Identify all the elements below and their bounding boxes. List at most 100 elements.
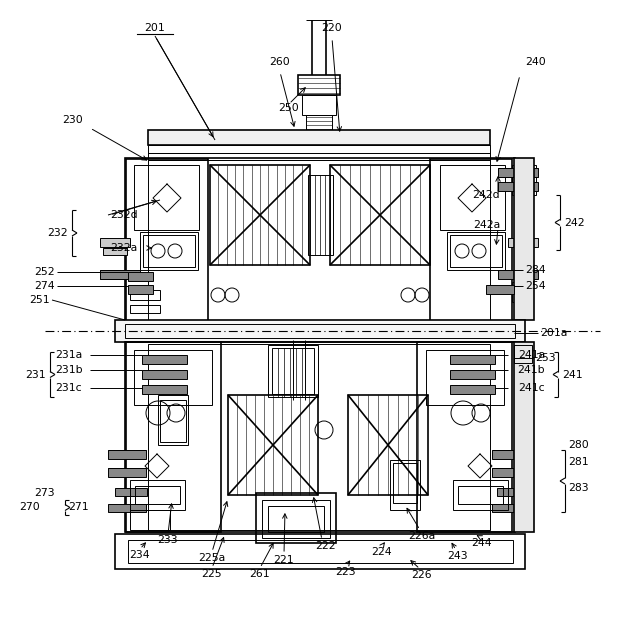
Bar [148, 145, 490, 153]
Bar [453, 480, 508, 510]
Bar [450, 370, 495, 379]
Bar [125, 342, 515, 532]
Bar [498, 270, 538, 279]
Bar [128, 285, 153, 294]
Bar [306, 115, 332, 137]
Bar [450, 385, 495, 394]
Text: 223: 223 [336, 567, 356, 577]
Bar [450, 235, 502, 267]
Text: 222: 222 [315, 541, 335, 551]
Text: 243: 243 [448, 551, 468, 561]
Text: 254: 254 [525, 281, 546, 291]
Text: 240: 240 [525, 57, 547, 67]
Text: 231: 231 [26, 369, 46, 380]
Text: 241a: 241a [518, 350, 545, 360]
Bar [512, 165, 536, 195]
Bar [497, 488, 529, 496]
Bar [128, 272, 153, 281]
Bar [512, 282, 530, 302]
Bar [135, 486, 180, 504]
Bar [430, 159, 512, 321]
Text: 271: 271 [68, 502, 88, 512]
Text: 224: 224 [372, 547, 392, 557]
Text: 244: 244 [472, 538, 492, 548]
Bar [140, 232, 198, 270]
Bar [108, 504, 146, 512]
Text: 253: 253 [535, 353, 556, 363]
Bar [262, 500, 330, 538]
Bar [142, 370, 187, 379]
Bar [160, 400, 186, 442]
Text: 225a: 225a [198, 553, 226, 563]
Bar [125, 324, 515, 338]
Bar [348, 395, 428, 495]
Bar [393, 463, 417, 503]
Bar [103, 248, 127, 255]
Bar [417, 342, 512, 532]
Text: 232: 232 [47, 228, 68, 238]
Bar [492, 468, 530, 477]
Bar [158, 395, 188, 445]
Bar [508, 238, 538, 247]
Bar [126, 159, 208, 321]
Bar [330, 165, 430, 265]
Bar [486, 285, 514, 294]
Text: 260: 260 [269, 57, 291, 67]
Bar [130, 480, 185, 510]
Text: 231b: 231b [55, 365, 83, 375]
Bar [115, 488, 147, 496]
Bar [148, 153, 490, 160]
Bar [126, 342, 221, 532]
Bar [390, 460, 420, 510]
Text: 226a: 226a [408, 531, 436, 541]
Text: 281: 281 [568, 457, 589, 467]
Bar [458, 486, 503, 504]
Text: 232a: 232a [110, 243, 137, 253]
Text: 273: 273 [35, 488, 55, 498]
Text: 221: 221 [274, 555, 294, 565]
Bar [514, 158, 534, 320]
Bar [148, 160, 490, 320]
Text: 251: 251 [29, 295, 50, 305]
Bar [514, 345, 532, 363]
Bar [210, 165, 310, 265]
Text: 241b: 241b [517, 365, 545, 375]
Bar [130, 510, 170, 530]
Bar [450, 355, 495, 364]
Bar [440, 165, 505, 230]
Text: 250: 250 [278, 103, 300, 113]
Text: 231a: 231a [55, 350, 83, 360]
Bar [447, 232, 505, 270]
Text: 201: 201 [145, 23, 165, 33]
Bar [143, 235, 195, 267]
Text: 261: 261 [250, 569, 270, 579]
Bar [498, 182, 538, 191]
Bar [308, 175, 333, 255]
Bar [426, 350, 504, 405]
Text: 270: 270 [19, 502, 40, 512]
Text: 232d: 232d [110, 210, 138, 220]
Bar [268, 506, 324, 532]
Bar [128, 540, 513, 563]
Text: 241c: 241c [518, 383, 545, 393]
Bar [125, 158, 515, 323]
Bar [272, 348, 314, 394]
Text: 280: 280 [568, 440, 589, 450]
Bar [108, 468, 146, 477]
Bar [298, 75, 340, 95]
Bar [142, 355, 187, 364]
Text: 242d: 242d [472, 190, 500, 200]
Bar [514, 342, 534, 532]
Bar [256, 493, 336, 543]
Bar [268, 345, 318, 397]
Text: 241: 241 [562, 369, 582, 380]
Bar [492, 504, 530, 512]
Bar [498, 168, 538, 177]
Text: 252: 252 [35, 267, 55, 277]
Text: 231c: 231c [55, 383, 82, 393]
Bar [134, 350, 212, 405]
Text: 242: 242 [564, 218, 584, 227]
Bar [115, 320, 525, 342]
Text: 274: 274 [35, 281, 55, 291]
Bar [302, 95, 336, 115]
